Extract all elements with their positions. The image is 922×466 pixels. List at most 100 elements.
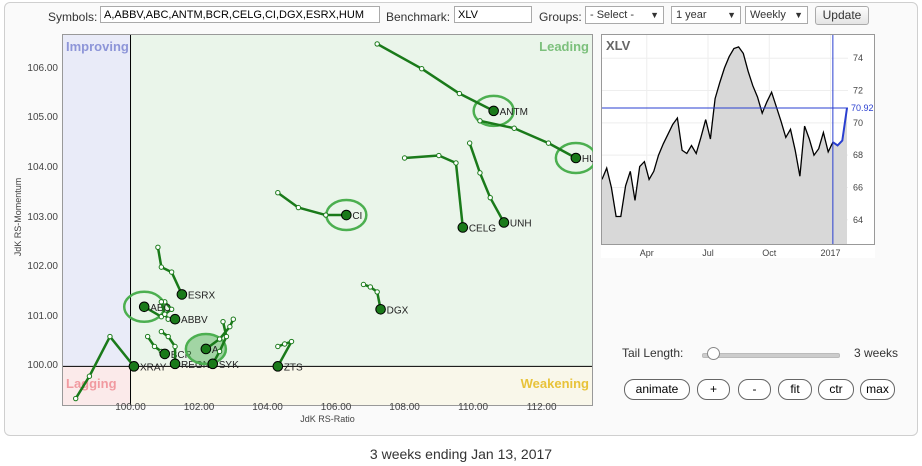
zoom-in-button[interactable]: + xyxy=(697,379,730,400)
groups-select-value: - Select - xyxy=(590,9,635,21)
head-regn[interactable] xyxy=(169,358,181,370)
tail-point-abc xyxy=(168,306,175,312)
head-a[interactable] xyxy=(200,343,212,355)
symbol-label-abc: ABC xyxy=(150,303,171,314)
symbol-label-celg: CELG xyxy=(469,223,496,234)
tail-point-dgx xyxy=(360,281,367,288)
head-unh[interactable] xyxy=(498,217,510,228)
tail-esrx xyxy=(156,246,184,296)
benchmark-line xyxy=(601,46,834,218)
head-zts[interactable] xyxy=(272,361,284,372)
tail-hum xyxy=(478,119,578,160)
tail-point-esrx xyxy=(155,244,161,250)
symbol-label-bcr: BCR xyxy=(171,350,192,361)
quadrant-label-leading: Leading xyxy=(539,39,589,54)
tail-point-abbv xyxy=(158,299,165,305)
tail-point-bcr xyxy=(144,333,151,340)
rrg-y-tick: 100.00 xyxy=(27,360,58,372)
tail-antm xyxy=(375,42,495,113)
head-dgx[interactable] xyxy=(375,303,386,315)
tail-point-celg xyxy=(453,160,459,166)
symbol-label-xray: XRAY xyxy=(140,362,167,373)
chevron-down-icon: ▼ xyxy=(650,10,659,20)
highlight-antm xyxy=(472,94,515,128)
head-abc[interactable] xyxy=(138,301,150,313)
zoom-out-button[interactable]: - xyxy=(738,379,771,400)
tail-point-antm xyxy=(419,66,425,72)
quadrant-label-lagging: Lagging xyxy=(66,376,117,391)
tail-length-control: Tail Length: 3 weeks xyxy=(622,346,902,362)
highlight-abc xyxy=(122,290,166,324)
tail-point-zts xyxy=(281,341,288,347)
head-celg[interactable] xyxy=(457,222,469,233)
toolbar: Symbols: Benchmark: Groups: - Select -▼ … xyxy=(0,6,922,28)
rrg-y-tick: 101.00 xyxy=(27,310,58,322)
symbol-label-hum: HUM xyxy=(582,154,593,165)
rrg-y-tick: 104.00 xyxy=(27,161,58,173)
head-bcr[interactable] xyxy=(159,348,171,360)
tail-zts xyxy=(276,340,293,368)
tail-point-dgx xyxy=(367,284,374,290)
fit-button[interactable]: fit xyxy=(778,379,812,400)
benchmark-y-tick: 70 xyxy=(853,118,863,128)
center-button[interactable]: ctr xyxy=(818,379,854,400)
benchmark-chart: XLV 64 66 68 70 72 74 70.92 Apr Jul Oct 2017 xyxy=(601,34,875,258)
groups-select[interactable]: - Select - ▼ xyxy=(585,6,664,24)
tail-point-hum xyxy=(545,140,552,146)
tail-length-slider-track[interactable] xyxy=(702,353,840,358)
rrg-y-axis-title: JdK RS-Momentum xyxy=(13,177,23,257)
tail-dgx xyxy=(362,283,382,311)
tail-xray xyxy=(74,335,136,400)
tail-point-ci xyxy=(323,212,329,218)
tail-point-abc xyxy=(158,314,165,320)
head-syk[interactable] xyxy=(207,358,219,370)
chevron-down-icon: ▼ xyxy=(794,10,803,20)
rrg-chart[interactable]: Improving Leading Lagging Weakening ANTM… xyxy=(62,34,593,406)
tail-syk xyxy=(211,320,228,366)
benchmark-input[interactable] xyxy=(454,6,532,23)
update-button[interactable]: Update xyxy=(815,6,869,25)
tail-regn xyxy=(160,330,177,366)
animate-button[interactable]: animate xyxy=(624,379,690,400)
head-abbv[interactable] xyxy=(169,313,181,325)
chevron-down-icon: ▼ xyxy=(727,10,736,20)
benchmark-label: Benchmark: xyxy=(386,10,451,24)
head-hum[interactable] xyxy=(570,152,582,164)
tail-point-ci xyxy=(295,204,302,211)
tail-point-hum xyxy=(511,125,517,131)
plot-border xyxy=(62,34,593,406)
benchmark-x-tick: 2017 xyxy=(820,248,840,258)
symbol-label-syk: SYK xyxy=(219,360,239,371)
head-xray[interactable] xyxy=(128,361,140,372)
rrg-y-tick: 103.00 xyxy=(27,211,58,223)
groups-label: Groups: xyxy=(539,10,582,24)
rrg-y-tick: 105.00 xyxy=(27,112,58,124)
rrg-x-tick: 112.00 xyxy=(526,402,557,413)
rrg-series-layer: ANTM HUM CI CELG UNH DGX ESRX ABC ABBV XRAY BCRREG… xyxy=(73,41,593,402)
tail-point-zts xyxy=(275,343,281,350)
highlight-hum xyxy=(554,141,593,175)
period-caption: 3 weeks ending Jan 13, 2017 xyxy=(369,446,553,462)
period-select[interactable]: 1 year ▼ xyxy=(671,6,741,24)
tail-point-a xyxy=(216,336,223,342)
head-esrx[interactable] xyxy=(176,289,188,300)
tail-point-xray xyxy=(107,333,113,340)
symbol-label-antm: ANTM xyxy=(500,107,528,118)
symbol-label-esrx: ESRX xyxy=(188,290,216,301)
tail-point-xray xyxy=(73,395,79,402)
tail-point-a xyxy=(227,323,233,330)
rrg-y-tick: 106.00 xyxy=(27,62,58,74)
benchmark-x-tick: Jul xyxy=(702,248,714,258)
head-ci[interactable] xyxy=(341,209,352,221)
rrg-x-tick: 100.00 xyxy=(115,402,146,413)
symbols-input[interactable] xyxy=(100,6,380,23)
head-antm[interactable] xyxy=(488,105,499,117)
rrg-y-tick: 102.00 xyxy=(27,261,58,273)
rrg-x-axis-title: JdK RS-Ratio xyxy=(300,414,355,424)
tail-point-esrx xyxy=(168,269,175,275)
frequency-select[interactable]: Weekly ▼ xyxy=(745,6,808,24)
quadrant-label-weakening: Weakening xyxy=(521,376,589,391)
max-button[interactable]: max xyxy=(860,379,895,400)
tail-length-slider-handle[interactable] xyxy=(707,347,721,360)
symbol-label-dgx: DGX xyxy=(387,305,409,316)
